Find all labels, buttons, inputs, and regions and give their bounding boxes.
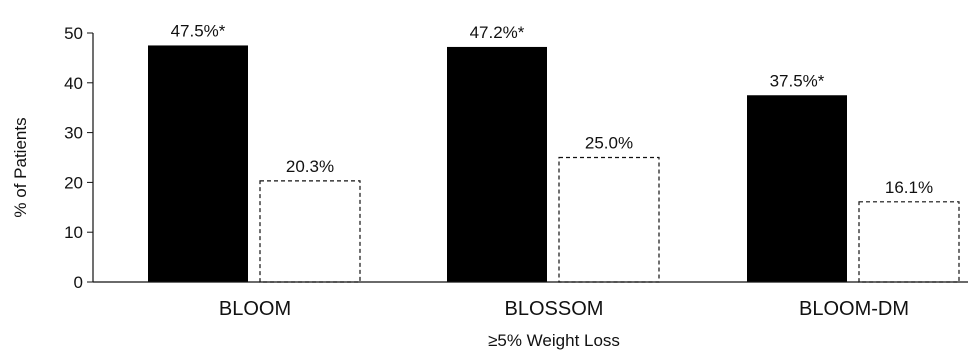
bar-dashed [858, 201, 960, 283]
bar-data-label: 20.3% [286, 157, 334, 176]
data-labels: 47.5%* 20.3% 47.2%* 25.0% 37.5%* 16.1% [171, 21, 934, 196]
y-axis: 0 10 20 30 40 50 [64, 24, 94, 292]
bar-data-label: 16.1% [885, 178, 933, 197]
x-axis: BLOOM BLOSSOM BLOOM-DM [93, 281, 968, 320]
y-tick-label: 20 [64, 173, 83, 192]
y-tick-label: 10 [64, 223, 83, 242]
y-axis-title: % of Patients [11, 117, 30, 217]
x-axis-title: ≥5% Weight Loss [488, 331, 620, 350]
bar-solid [148, 45, 248, 283]
x-category-label: BLOOM-DM [799, 298, 909, 320]
x-category-label: BLOOM [219, 298, 291, 320]
bar-dashed [259, 180, 361, 283]
bar-solid [447, 46, 547, 282]
bars [148, 45, 960, 283]
y-tick-label: 30 [64, 124, 83, 143]
bar-data-label: 47.5%* [171, 21, 226, 40]
bar-data-label: 37.5%* [770, 71, 825, 90]
y-tick-label: 40 [64, 74, 83, 93]
bar-data-label: 25.0% [585, 134, 633, 153]
x-category-label: BLOSSOM [505, 298, 604, 320]
y-tick-label: 0 [74, 273, 83, 292]
y-tick-label: 50 [64, 24, 83, 43]
bar-solid [747, 95, 847, 282]
bar-data-label: 47.2%* [470, 23, 525, 42]
bar-dashed [558, 156, 660, 283]
